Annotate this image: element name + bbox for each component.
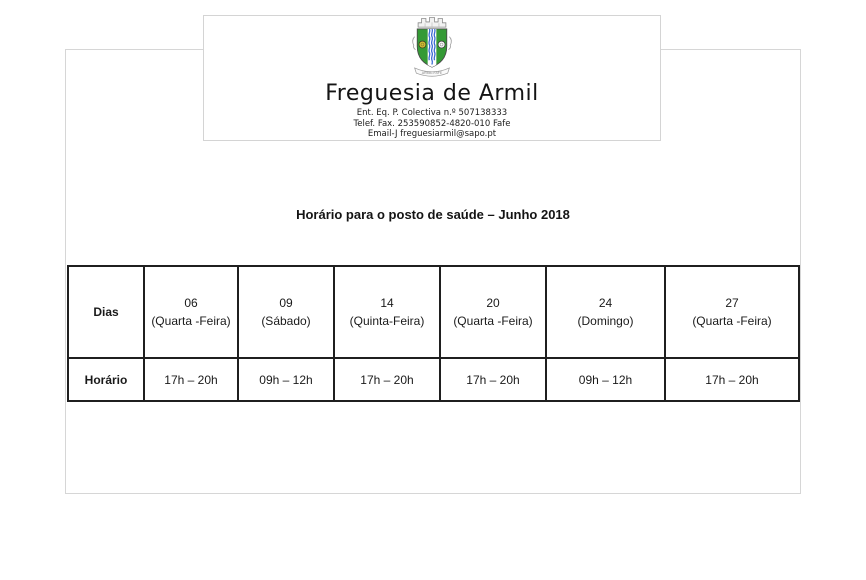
day-number: 14 (380, 296, 394, 310)
day-cell: 27 (Quarta -Feira) (664, 265, 800, 359)
hours-cell: 17h – 20h (333, 357, 441, 402)
table-row-days: Dias 06 (Quarta -Feira) 09 (Sábado) 14 (… (67, 265, 800, 359)
hours-cell: 17h – 20h (664, 357, 800, 402)
org-phone-line: Telef. Fax. 253590852-4820-010 Fafe (353, 118, 511, 129)
day-cell: 09 (Sábado) (237, 265, 335, 359)
day-cell: 24 (Domingo) (545, 265, 666, 359)
day-cell: 06 (Quarta -Feira) (143, 265, 239, 359)
day-number: 06 (184, 296, 198, 310)
day-number: 27 (725, 296, 739, 310)
day-weekday: (Quarta -Feira) (453, 314, 533, 328)
org-entity-line: Ent. Eq. P. Colectiva n.º 507138333 (356, 108, 508, 118)
hours-cell: 17h – 20h (143, 357, 239, 402)
org-name: Freguesia de Armil (325, 81, 539, 106)
hours-cell: 09h – 12h (237, 357, 335, 402)
coat-of-arms-icon: ARMIL-FAFE (412, 17, 452, 77)
day-weekday: (Sábado) (261, 314, 311, 328)
day-number: 09 (279, 296, 293, 310)
org-email-line: Email-J freguesiarmil@sapo.pt (367, 129, 497, 139)
schedule-table: Dias 06 (Quarta -Feira) 09 (Sábado) 14 (… (67, 265, 800, 402)
day-number: 24 (598, 296, 613, 310)
day-weekday: (Quarta -Feira) (151, 314, 231, 328)
day-weekday: (Domingo) (577, 314, 634, 328)
table-row-hours: Horário 17h – 20h 09h – 12h 17h – 20h 17… (67, 357, 800, 402)
org-contact-lines: Ent. Eq. P. Colectiva n.º 507138333 Tele… (353, 108, 510, 140)
day-cell: 20 (Quarta -Feira) (439, 265, 547, 359)
row-label-days: Dias (67, 265, 145, 359)
row-label-hours: Horário (67, 357, 145, 402)
day-weekday: (Quinta-Feira) (349, 314, 425, 328)
hours-cell: 09h – 12h (545, 357, 666, 402)
day-number: 20 (486, 296, 500, 310)
page-title: Horário para o posto de saúde – Junho 20… (296, 207, 570, 222)
day-weekday: (Quarta -Feira) (692, 314, 772, 328)
letterhead: ARMIL-FAFE Freguesia de Armil Ent. Eq. P… (203, 15, 661, 141)
day-cell: 14 (Quinta-Feira) (333, 265, 441, 359)
hours-cell: 17h – 20h (439, 357, 547, 402)
crest-banner-text: ARMIL-FAFE (422, 71, 443, 75)
